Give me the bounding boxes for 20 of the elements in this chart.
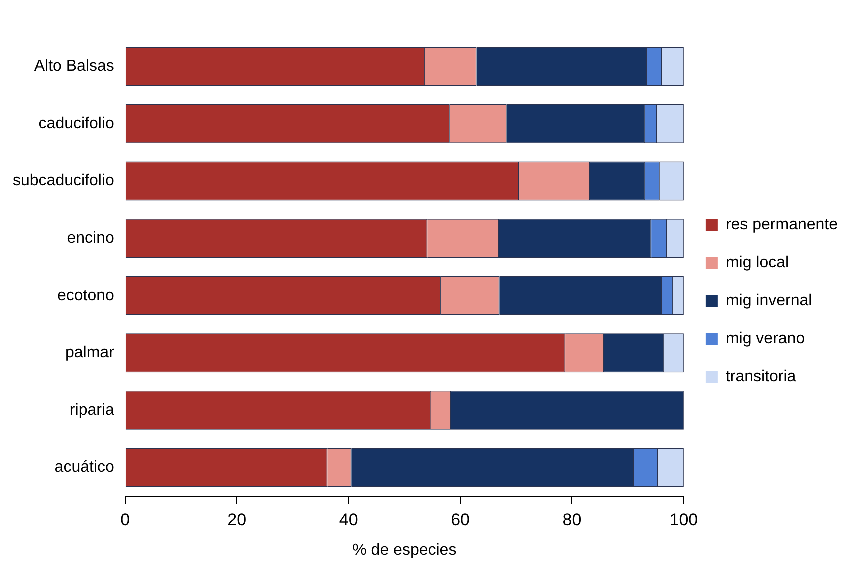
x-tick-label: 0 (120, 510, 130, 530)
y-tick-label: encino (67, 230, 114, 247)
legend-label: mig invernal (726, 292, 812, 310)
x-tick-label: 80 (562, 510, 582, 530)
y-tick-label: caducifolio (38, 115, 114, 132)
y-tick-label: Alto Balsas (34, 58, 114, 76)
x-tick-label: 100 (670, 510, 698, 530)
y-tick-label: ecotono (57, 287, 114, 304)
legend-label: res permanente (726, 216, 838, 234)
legend-label: mig local (726, 254, 790, 272)
x-axis-title: % de especies (352, 542, 457, 559)
y-tick-label: subcaducifolio (12, 172, 114, 190)
y-tick-label: acuático (54, 459, 114, 476)
y-tick-label: riparia (70, 402, 114, 419)
legend-label: mig verano (726, 330, 806, 348)
x-tick-label: 20 (228, 510, 247, 530)
x-tick-label: 60 (451, 510, 470, 530)
legend-label: transitoria (726, 368, 796, 386)
x-tick-label: 40 (339, 510, 358, 530)
y-tick-label: palmar (65, 344, 116, 362)
